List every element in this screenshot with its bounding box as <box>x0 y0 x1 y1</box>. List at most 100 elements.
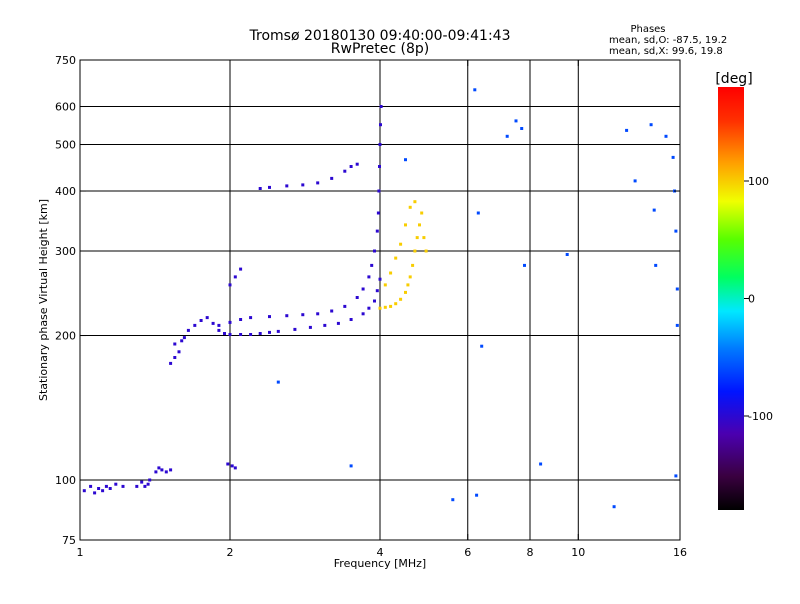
x-tick-label: 16 <box>673 546 687 559</box>
echo-point <box>378 306 382 310</box>
echo-point <box>349 464 353 468</box>
y-tick-label: 300 <box>55 245 76 258</box>
echo-point <box>258 332 262 335</box>
echo-point <box>361 312 365 316</box>
echo-point <box>239 333 243 336</box>
echo-point <box>652 208 656 212</box>
echo-point <box>349 165 353 168</box>
echo-point <box>223 332 226 335</box>
echo-point <box>169 468 173 472</box>
echo-point <box>674 474 678 478</box>
echo-point <box>367 306 371 310</box>
y-axis-label: Stationary phase Virtual Height [km] <box>37 199 50 401</box>
echo-point <box>394 256 398 260</box>
echo-point <box>476 211 480 215</box>
echo-point <box>336 321 340 325</box>
grid-lines <box>80 60 680 540</box>
echo-point <box>674 229 678 233</box>
echo-point <box>514 119 518 123</box>
echo-point <box>565 253 569 256</box>
echo-point <box>301 313 305 317</box>
y-tick-label: 200 <box>55 330 76 343</box>
echo-point <box>330 176 334 180</box>
x-tick-label: 1 <box>77 546 84 559</box>
echo-point <box>268 315 271 319</box>
echo-point <box>355 162 359 166</box>
echo-point <box>186 328 190 332</box>
chart-title: Tromsø 20180130 09:40:00-09:41:43 <box>249 28 511 44</box>
echo-point <box>160 468 164 472</box>
echo-point <box>675 287 679 291</box>
echo-point <box>664 134 668 138</box>
echo-point <box>413 249 417 253</box>
echo-point <box>406 283 410 287</box>
y-axis: 75 100 200 300 400 500 600 750 <box>55 54 680 547</box>
x-tick-label: 8 <box>527 546 534 559</box>
echo-point <box>193 323 197 327</box>
echo-point <box>404 290 407 294</box>
echo-point <box>355 296 359 299</box>
y-tick-label: 500 <box>55 139 76 152</box>
echo-point <box>671 155 675 159</box>
echo-point <box>233 466 237 470</box>
echo-point <box>399 242 403 246</box>
echo-point <box>376 211 380 215</box>
echo-point <box>211 321 215 325</box>
phases-box-line1: mean, sd,O: -87.5, 19.2 <box>609 35 727 46</box>
echo-point <box>377 189 381 193</box>
echo-point <box>378 277 382 281</box>
echo-point <box>473 88 477 92</box>
colorbar-label: [deg] <box>715 71 752 87</box>
echo-point <box>180 339 184 343</box>
echo-point <box>217 328 221 332</box>
echo-point <box>361 287 365 291</box>
echo-point <box>249 316 253 320</box>
echo-point <box>108 487 112 490</box>
echo-point <box>285 314 289 318</box>
echo-point <box>276 380 280 384</box>
echo-point <box>418 223 421 227</box>
echo-point <box>164 470 168 474</box>
echo-point <box>404 223 407 227</box>
y-tick-label: 600 <box>55 101 76 114</box>
echo-point <box>154 470 158 474</box>
echo-point <box>285 184 289 188</box>
echo-point <box>148 478 152 482</box>
y-tick-label: 75 <box>62 534 76 547</box>
echo-point <box>523 263 526 267</box>
echo-point <box>383 305 387 309</box>
echo-point <box>82 489 86 493</box>
echo-point <box>182 336 186 340</box>
echo-point <box>146 482 150 486</box>
echo-point <box>367 275 371 279</box>
echo-point <box>379 123 382 127</box>
echo-point <box>228 283 232 287</box>
echo-point <box>383 283 387 287</box>
echo-point <box>239 267 243 271</box>
echo-point <box>101 489 105 493</box>
echo-point <box>378 165 381 168</box>
echo-point <box>451 498 455 502</box>
colorbar-tick-label: -100 <box>748 410 773 423</box>
echo-point <box>205 316 209 320</box>
echo-point <box>343 304 347 308</box>
echo-point <box>135 484 139 488</box>
echo-point <box>230 464 234 468</box>
echo-point <box>520 127 524 130</box>
x-tick-label: 4 <box>377 546 384 559</box>
colorbar <box>718 87 744 510</box>
echo-point <box>539 462 543 466</box>
echo-point <box>389 304 393 308</box>
colorbar-tick-label: 100 <box>748 175 769 188</box>
echo-point <box>228 320 232 324</box>
echo-point <box>308 325 312 329</box>
echo-point <box>268 185 271 189</box>
echo-point <box>394 302 398 306</box>
echo-point <box>199 319 203 322</box>
echo-point <box>654 263 658 267</box>
echo-point <box>330 309 334 313</box>
x-tick-label: 2 <box>227 546 234 559</box>
echo-point <box>420 211 424 215</box>
echo-point <box>268 330 271 334</box>
echo-point <box>399 297 403 301</box>
